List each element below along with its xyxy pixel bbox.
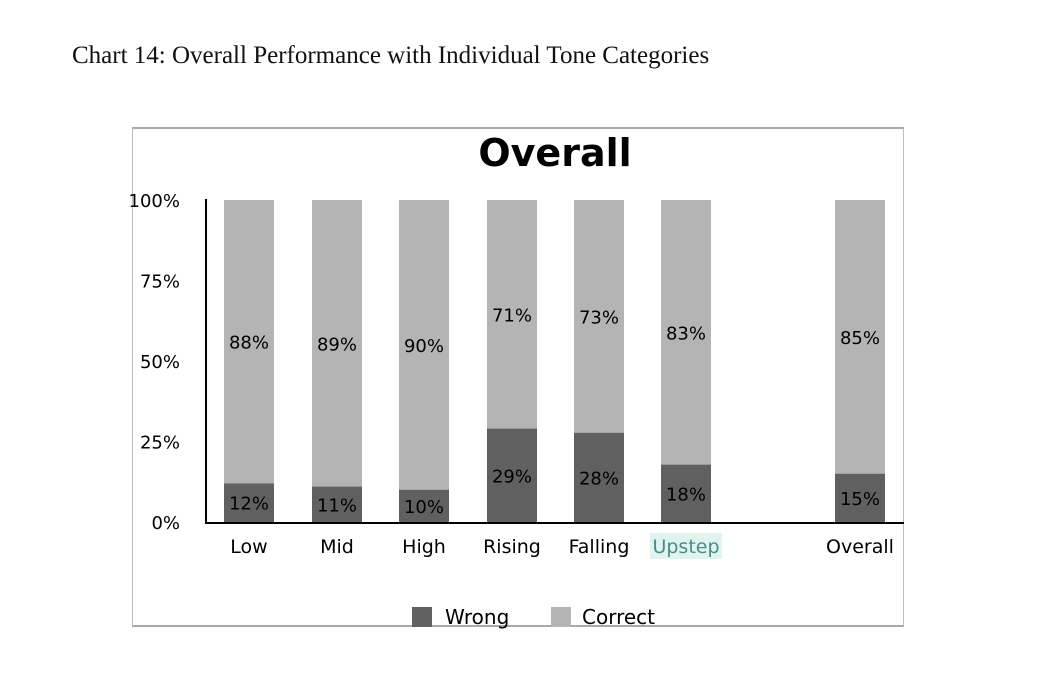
y-tick-label: 25%	[140, 433, 180, 454]
bar-wrong-high	[399, 489, 449, 522]
bar-correct-upstep	[661, 200, 711, 465]
bar-correct-falling	[574, 200, 624, 433]
y-tick-label: 100%	[129, 191, 180, 212]
data-label-wrong: 29%	[492, 466, 532, 487]
x-category-label: Rising	[483, 536, 541, 558]
data-label-wrong: 18%	[666, 484, 706, 505]
x-category-label: Falling	[569, 536, 630, 558]
bar-correct-overall	[835, 200, 885, 474]
data-label-correct: 83%	[666, 323, 706, 344]
bar-correct-high	[399, 200, 449, 490]
bar-correct-rising	[487, 200, 537, 429]
bar-wrong-low	[224, 483, 274, 522]
data-label-wrong: 11%	[317, 495, 357, 516]
category-highlight	[650, 533, 722, 559]
y-tick-label: 0%	[151, 513, 180, 534]
data-label-correct: 85%	[840, 328, 880, 349]
bar-correct-low	[224, 200, 274, 484]
bar-wrong-overall	[835, 473, 885, 522]
chart-title: Overall	[478, 131, 631, 175]
legend-label-wrong: Wrong	[445, 605, 509, 629]
bar-wrong-upstep	[661, 464, 711, 522]
legend-swatch-wrong	[412, 607, 432, 627]
data-label-correct: 89%	[317, 334, 357, 355]
data-label-wrong: 12%	[229, 494, 269, 515]
legend-swatch-correct	[551, 607, 571, 627]
y-tick-label: 75%	[140, 272, 180, 293]
figure-caption: Chart 14: Overall Performance with Indiv…	[72, 42, 710, 69]
bar-wrong-rising	[487, 428, 537, 522]
x-category-label: Upstep	[652, 536, 719, 558]
bar-correct-mid	[312, 200, 362, 487]
data-label-wrong: 10%	[404, 497, 444, 518]
x-category-label: Overall	[826, 536, 894, 558]
data-label-correct: 90%	[404, 336, 444, 357]
data-label-correct: 73%	[579, 307, 619, 328]
data-label-wrong: 28%	[579, 468, 619, 489]
bar-wrong-mid	[312, 486, 362, 522]
x-category-label: Mid	[320, 536, 354, 558]
chart-frame	[132, 127, 904, 627]
data-label-wrong: 15%	[840, 489, 880, 510]
bar-wrong-falling	[574, 432, 624, 522]
data-label-correct: 88%	[229, 333, 269, 354]
y-tick-label: 50%	[140, 352, 180, 373]
data-label-correct: 71%	[492, 305, 532, 326]
x-category-label: High	[402, 536, 446, 558]
x-category-label: Low	[230, 536, 267, 558]
legend-label-correct: Correct	[582, 605, 655, 629]
